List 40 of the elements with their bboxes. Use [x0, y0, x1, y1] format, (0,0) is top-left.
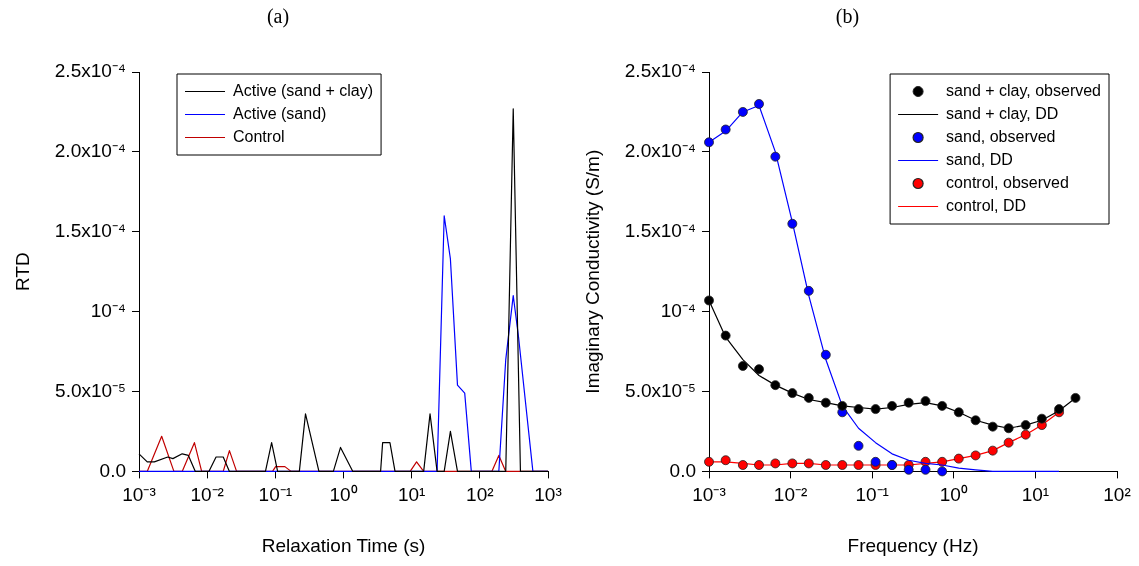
- legend-label: sand, observed: [946, 127, 1056, 145]
- y-axis-title: Imaginary Conductivity (S/m): [581, 149, 603, 394]
- legend-label: Control: [233, 127, 285, 145]
- x-tick-label: 10⁻²: [190, 484, 224, 506]
- legend-label: sand + clay, DD: [946, 104, 1059, 122]
- y-tick-label: 0.0: [669, 459, 697, 481]
- x-tick-label: 10¹: [1021, 484, 1050, 506]
- legend-label: Active (sand): [233, 104, 327, 122]
- y-tick-label: 10⁻⁴: [660, 299, 697, 321]
- y-tick-label: 1.5x10⁻⁴: [624, 219, 697, 241]
- x-tick-label: 10²: [466, 484, 494, 506]
- x-tick-label: 10²: [1103, 484, 1131, 506]
- y-tick-label: 2.0x10⁻⁴: [624, 140, 697, 162]
- y-tick-label: 1.5x10⁻⁴: [54, 219, 127, 241]
- legend-label: control, DD: [946, 196, 1027, 214]
- y-tick-label: 0.0: [99, 459, 127, 481]
- x-tick-label: 10⁻²: [773, 484, 808, 506]
- legend-label: Active (sand + clay): [233, 81, 374, 99]
- x-tick-label: 10³: [534, 484, 562, 506]
- x-tick-label: 10⁻¹: [855, 484, 889, 506]
- y-tick-label: 10⁻⁴: [90, 299, 127, 321]
- legend-label: sand + clay, observed: [946, 81, 1101, 99]
- x-axis-title: Frequency (Hz): [847, 534, 979, 556]
- x-tick-label: 10¹: [397, 484, 426, 506]
- x-tick-label: 10⁻¹: [258, 484, 293, 506]
- chart-title: (b): [835, 5, 860, 29]
- legend-label: control, observed: [946, 173, 1069, 191]
- chart-title: (a): [266, 5, 290, 29]
- x-tick-label: 10⁰: [939, 484, 968, 506]
- y-tick-label: 5.0x10⁻⁵: [55, 379, 127, 401]
- y-tick-label: 2.5x10⁻⁴: [624, 60, 697, 82]
- x-tick-label: 10⁻³: [122, 484, 156, 506]
- x-tick-label: 10⁰: [329, 484, 358, 506]
- x-tick-label: 10⁻³: [692, 484, 726, 506]
- y-tick-label: 2.0x10⁻⁴: [54, 140, 127, 162]
- x-axis-title: Relaxation Time (s): [261, 534, 426, 556]
- legend-label: sand, DD: [946, 150, 1013, 168]
- y-tick-label: 5.0x10⁻⁵: [625, 379, 697, 401]
- y-axis-title: RTD: [11, 252, 33, 292]
- y-tick-label: 2.5x10⁻⁴: [54, 60, 127, 82]
